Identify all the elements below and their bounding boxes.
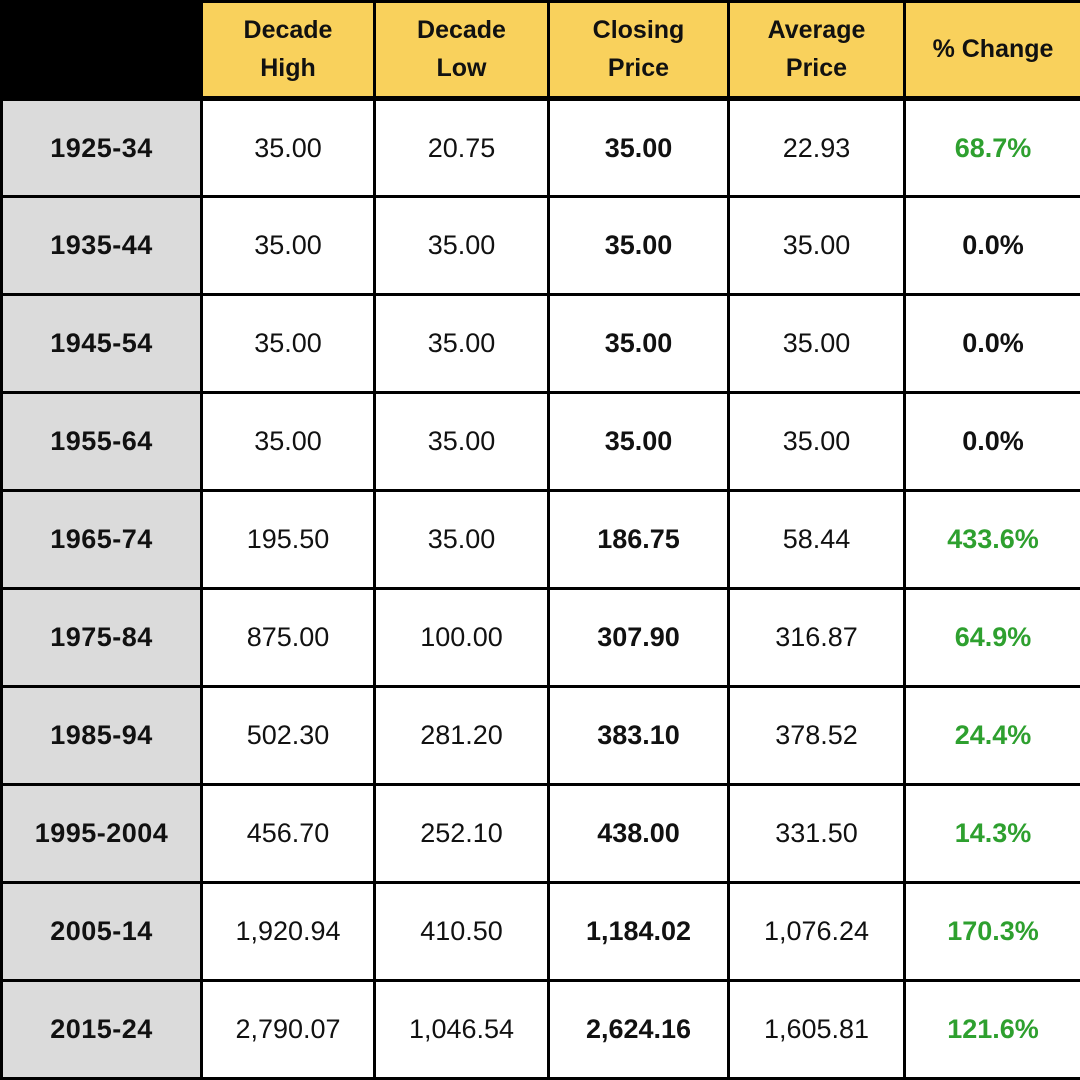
cell-decade-high: 875.00 <box>200 587 376 688</box>
cell-average-price: 35.00 <box>727 391 906 492</box>
row-period-label: 1955-64 <box>0 391 203 492</box>
row-period-label: 2005-14 <box>0 881 203 982</box>
cell-pct-change: 121.6% <box>903 979 1080 1080</box>
cell-decade-high: 2,790.07 <box>200 979 376 1080</box>
table-row: 1975-84 875.00 100.00 307.90 316.87 64.9% <box>0 587 1080 688</box>
col-header-pct-change: % Change <box>903 0 1080 101</box>
row-period-label: 1935-44 <box>0 195 203 296</box>
cell-closing-price: 2,624.16 <box>547 979 730 1080</box>
cell-closing-price: 35.00 <box>547 195 730 296</box>
cell-average-price: 378.52 <box>727 685 906 786</box>
cell-average-price: 58.44 <box>727 489 906 590</box>
cell-pct-change: 0.0% <box>903 195 1080 296</box>
cell-closing-price: 438.00 <box>547 783 730 884</box>
cell-average-price: 316.87 <box>727 587 906 688</box>
cell-pct-change: 433.6% <box>903 489 1080 590</box>
cell-pct-change: 14.3% <box>903 783 1080 884</box>
cell-closing-price: 186.75 <box>547 489 730 590</box>
table-row: 2015-24 2,790.07 1,046.54 2,624.16 1,605.81 1… <box>0 979 1080 1080</box>
row-period-label: 1985-94 <box>0 685 203 786</box>
corner-cell <box>0 0 203 101</box>
cell-closing-price: 383.10 <box>547 685 730 786</box>
row-period-label: 1945-54 <box>0 293 203 394</box>
col-header-closing-price: Closing Price <box>547 0 730 101</box>
row-period-label: 1925-34 <box>0 97 203 198</box>
cell-decade-low: 35.00 <box>373 489 550 590</box>
cell-decade-low: 1,046.54 <box>373 979 550 1080</box>
row-period-label: 1965-74 <box>0 489 203 590</box>
table-row: 1925-34 35.00 20.75 35.00 22.93 68.7% <box>0 97 1080 198</box>
cell-decade-low: 100.00 <box>373 587 550 688</box>
cell-decade-low: 35.00 <box>373 391 550 492</box>
cell-pct-change: 68.7% <box>903 97 1080 198</box>
cell-average-price: 35.00 <box>727 293 906 394</box>
table-row: 1945-54 35.00 35.00 35.00 35.00 0.0% <box>0 293 1080 394</box>
cell-pct-change: 24.4% <box>903 685 1080 786</box>
cell-average-price: 35.00 <box>727 195 906 296</box>
table-row: 1955-64 35.00 35.00 35.00 35.00 0.0% <box>0 391 1080 492</box>
cell-closing-price: 1,184.02 <box>547 881 730 982</box>
cell-pct-change: 170.3% <box>903 881 1080 982</box>
row-period-label: 2015-24 <box>0 979 203 1080</box>
cell-closing-price: 35.00 <box>547 391 730 492</box>
cell-decade-high: 502.30 <box>200 685 376 786</box>
cell-average-price: 1,076.24 <box>727 881 906 982</box>
cell-pct-change: 64.9% <box>903 587 1080 688</box>
cell-decade-high: 35.00 <box>200 97 376 198</box>
cell-decade-high: 1,920.94 <box>200 881 376 982</box>
row-period-label: 1995-2004 <box>0 783 203 884</box>
cell-decade-low: 35.00 <box>373 293 550 394</box>
cell-decade-high: 195.50 <box>200 489 376 590</box>
cell-decade-low: 35.00 <box>373 195 550 296</box>
table-row: 1935-44 35.00 35.00 35.00 35.00 0.0% <box>0 195 1080 296</box>
cell-average-price: 1,605.81 <box>727 979 906 1080</box>
header-row: Decade High Decade Low Closing Price Ave… <box>0 0 1080 101</box>
cell-decade-low: 410.50 <box>373 881 550 982</box>
cell-decade-low: 20.75 <box>373 97 550 198</box>
cell-closing-price: 307.90 <box>547 587 730 688</box>
col-header-decade-low: Decade Low <box>373 0 550 101</box>
cell-decade-high: 35.00 <box>200 195 376 296</box>
cell-decade-high: 456.70 <box>200 783 376 884</box>
cell-pct-change: 0.0% <box>903 391 1080 492</box>
cell-decade-high: 35.00 <box>200 293 376 394</box>
cell-decade-high: 35.00 <box>200 391 376 492</box>
cell-decade-low: 281.20 <box>373 685 550 786</box>
cell-average-price: 22.93 <box>727 97 906 198</box>
row-period-label: 1975-84 <box>0 587 203 688</box>
table-row: 1995-2004 456.70 252.10 438.00 331.50 14.3% <box>0 783 1080 884</box>
table-body: 1925-34 35.00 20.75 35.00 22.93 68.7% 1935-44 3… <box>0 97 1080 1080</box>
cell-pct-change: 0.0% <box>903 293 1080 394</box>
table-row: 1985-94 502.30 281.20 383.10 378.52 24.4% <box>0 685 1080 786</box>
col-header-average-price: Average Price <box>727 0 906 101</box>
table-row: 2005-14 1,920.94 410.50 1,184.02 1,076.24 170… <box>0 881 1080 982</box>
cell-closing-price: 35.00 <box>547 97 730 198</box>
col-header-decade-high: Decade High <box>200 0 376 101</box>
cell-closing-price: 35.00 <box>547 293 730 394</box>
cell-average-price: 331.50 <box>727 783 906 884</box>
table-row: 1965-74 195.50 35.00 186.75 58.44 433.6% <box>0 489 1080 590</box>
table-header: Decade High Decade Low Closing Price Ave… <box>0 0 1080 101</box>
cell-decade-low: 252.10 <box>373 783 550 884</box>
